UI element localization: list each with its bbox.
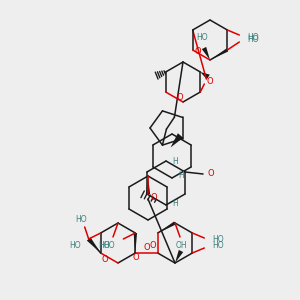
- Polygon shape: [200, 72, 210, 80]
- Text: HO: HO: [196, 34, 208, 43]
- Polygon shape: [158, 221, 176, 233]
- Text: O: O: [101, 256, 108, 265]
- Polygon shape: [146, 176, 150, 194]
- Text: H: H: [172, 157, 178, 166]
- Polygon shape: [202, 47, 210, 60]
- Text: H: H: [172, 199, 178, 208]
- Text: O: O: [206, 76, 213, 85]
- Text: H: H: [178, 172, 184, 181]
- Text: HO: HO: [212, 242, 224, 250]
- Polygon shape: [134, 233, 137, 253]
- Text: O: O: [194, 47, 201, 56]
- Text: O: O: [132, 254, 139, 262]
- Polygon shape: [210, 49, 228, 60]
- Text: HO: HO: [247, 35, 259, 44]
- Text: O: O: [151, 193, 157, 202]
- Polygon shape: [87, 237, 101, 253]
- Text: HO: HO: [247, 32, 259, 41]
- Text: O: O: [143, 244, 150, 253]
- Text: HO: HO: [104, 241, 115, 250]
- Text: HO: HO: [75, 214, 86, 224]
- Text: OH: OH: [175, 241, 187, 250]
- Text: O: O: [149, 241, 156, 250]
- Text: HO: HO: [212, 236, 224, 244]
- Text: HO: HO: [69, 241, 81, 250]
- Polygon shape: [170, 133, 183, 148]
- Text: O: O: [176, 92, 183, 101]
- Polygon shape: [175, 250, 183, 263]
- Text: HO: HO: [98, 241, 110, 250]
- Text: O: O: [208, 169, 214, 178]
